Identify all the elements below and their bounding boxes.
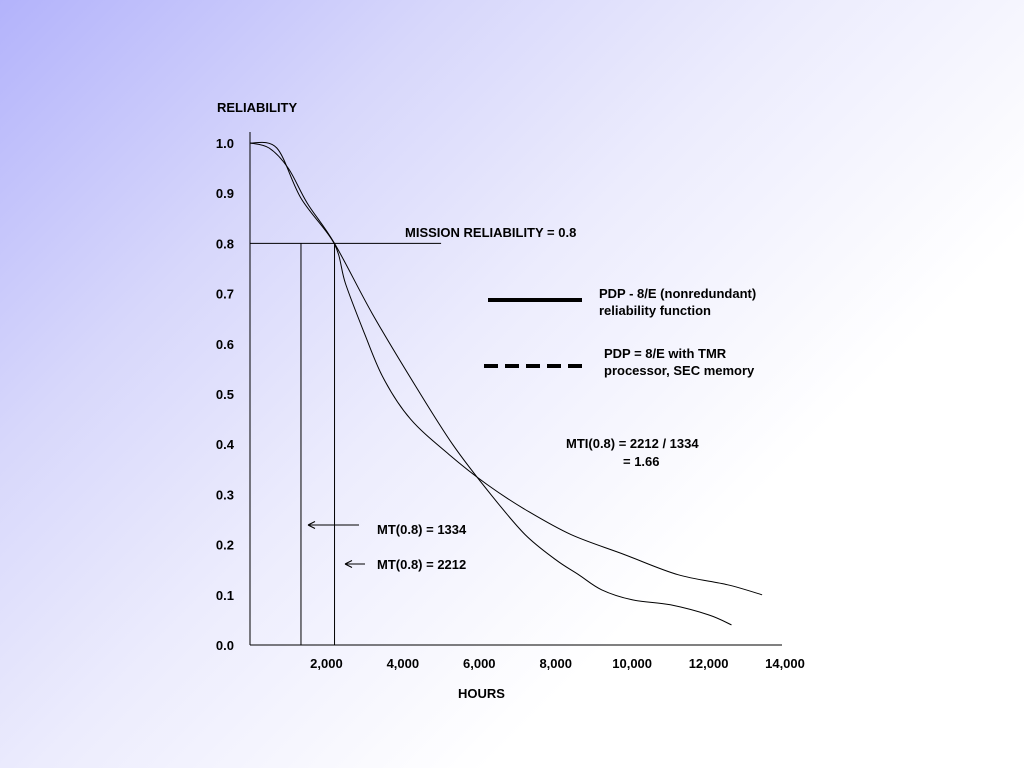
legend-dashed-label-line1: PDP = 8/E with TMR: [604, 346, 727, 361]
marker-arrowhead-1334: [307, 521, 316, 529]
marker-arrowhead-2212: [344, 560, 353, 568]
series-line-nonredundant: [249, 141, 763, 596]
y-tick-label: 1.0: [216, 136, 234, 151]
y-tick-label: 0.8: [216, 236, 234, 251]
y-axis-label: RELIABILITY: [217, 100, 297, 115]
y-tick-label: 0.3: [216, 487, 234, 502]
y-tick-labels: 0.0 0.1 0.2 0.3 0.4 0.5 0.6 0.7 0.8 0.9 1.0: [216, 136, 235, 653]
y-tick-label: 0.9: [216, 186, 234, 201]
y-tick-label: 0.0: [216, 638, 234, 653]
marker-label-2212: MT(0.8) = 2212: [377, 557, 466, 572]
x-tick-label: 12,000: [689, 656, 729, 671]
x-tick-label: 2,000: [310, 656, 343, 671]
y-tick-label: 0.2: [216, 538, 234, 553]
series-lines: [249, 141, 763, 626]
x-axis-label: HOURS: [458, 686, 505, 701]
legend-solid-label-line1: PDP - 8/E (nonredundant): [599, 286, 756, 301]
y-tick-label: 0.7: [216, 287, 234, 302]
legend: PDP - 8/E (nonredundant) reliability fun…: [484, 286, 756, 378]
x-tick-label: 8,000: [539, 656, 572, 671]
marker-label-1334: MT(0.8) = 1334: [377, 522, 467, 537]
series-line-tmr: [249, 142, 732, 626]
legend-dashed-label-line2: processor, SEC memory: [604, 363, 755, 378]
mti-annotation-line2: = 1.66: [623, 454, 660, 469]
mti-annotation-line1: MTI(0.8) = 2212 / 1334: [566, 436, 699, 451]
marker-labels: MT(0.8) = 1334 MT(0.8) = 2212: [307, 521, 467, 572]
x-tick-label: 4,000: [387, 656, 420, 671]
mti-annotation: MTI(0.8) = 2212 / 1334 = 1.66: [566, 436, 699, 469]
legend-solid-label-line2: reliability function: [599, 303, 711, 318]
x-tick-labels: 2,000 4,000 6,000 8,000 10,000 12,000 14,000: [310, 656, 805, 671]
y-tick-label: 0.1: [216, 588, 234, 603]
axes: [249, 132, 782, 646]
y-tick-label: 0.4: [216, 437, 235, 452]
y-tick-label: 0.6: [216, 337, 234, 352]
x-tick-label: 10,000: [612, 656, 652, 671]
x-tick-label: 6,000: [463, 656, 496, 671]
x-tick-label: 14,000: [765, 656, 805, 671]
mission-reliability-label: MISSION RELIABILITY = 0.8: [405, 225, 576, 240]
mission-guides: [250, 242, 442, 645]
y-tick-label: 0.5: [216, 387, 234, 402]
